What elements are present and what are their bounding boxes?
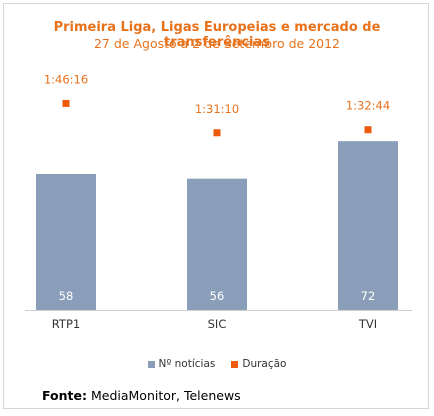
duration-marker-rtp1	[62, 99, 70, 107]
legend-label-noticias: Nº notícias	[158, 358, 216, 370]
duration-label-sic: 1:31:10	[195, 102, 239, 116]
legend-label-duracao: Duração	[242, 358, 287, 370]
chart-legend: Nº notícias Duração	[0, 358, 434, 370]
bar-value-label-tvi: 72	[361, 289, 376, 303]
bar-tvi	[338, 141, 398, 310]
source-note: Fonte: MediaMonitor, Telenews	[42, 388, 241, 403]
bar-value-label-sic: 56	[210, 289, 225, 303]
x-tick-label-sic: SIC	[208, 317, 227, 331]
bar-value-label-rtp1: 58	[59, 289, 74, 303]
chart-title: Primeira Liga, Ligas Europeias e mercado…	[53, 20, 381, 50]
duration-label-tvi: 1:32:44	[346, 99, 390, 113]
duration-marker-sic	[213, 129, 221, 137]
duration-label-rtp1: 1:46:16	[44, 72, 88, 86]
x-tick-label-rtp1: RTP1	[52, 317, 80, 331]
chart-subtitle: 27 de Agosto a 2 de Setembro de 2012	[93, 36, 341, 51]
legend-swatch-duracao	[231, 360, 239, 368]
legend-swatch-noticias	[147, 360, 155, 368]
bar-rtp1	[36, 173, 96, 310]
bar-sic	[187, 178, 247, 310]
legend-item-duracao: Duração	[231, 358, 286, 370]
legend-item-noticias: Nº notícias	[147, 358, 216, 370]
source-label: Fonte:	[42, 388, 87, 403]
duration-marker-tvi	[364, 126, 372, 134]
source-text: MediaMonitor, Telenews	[90, 388, 241, 403]
x-tick-label-tvi: TVI	[358, 317, 377, 331]
